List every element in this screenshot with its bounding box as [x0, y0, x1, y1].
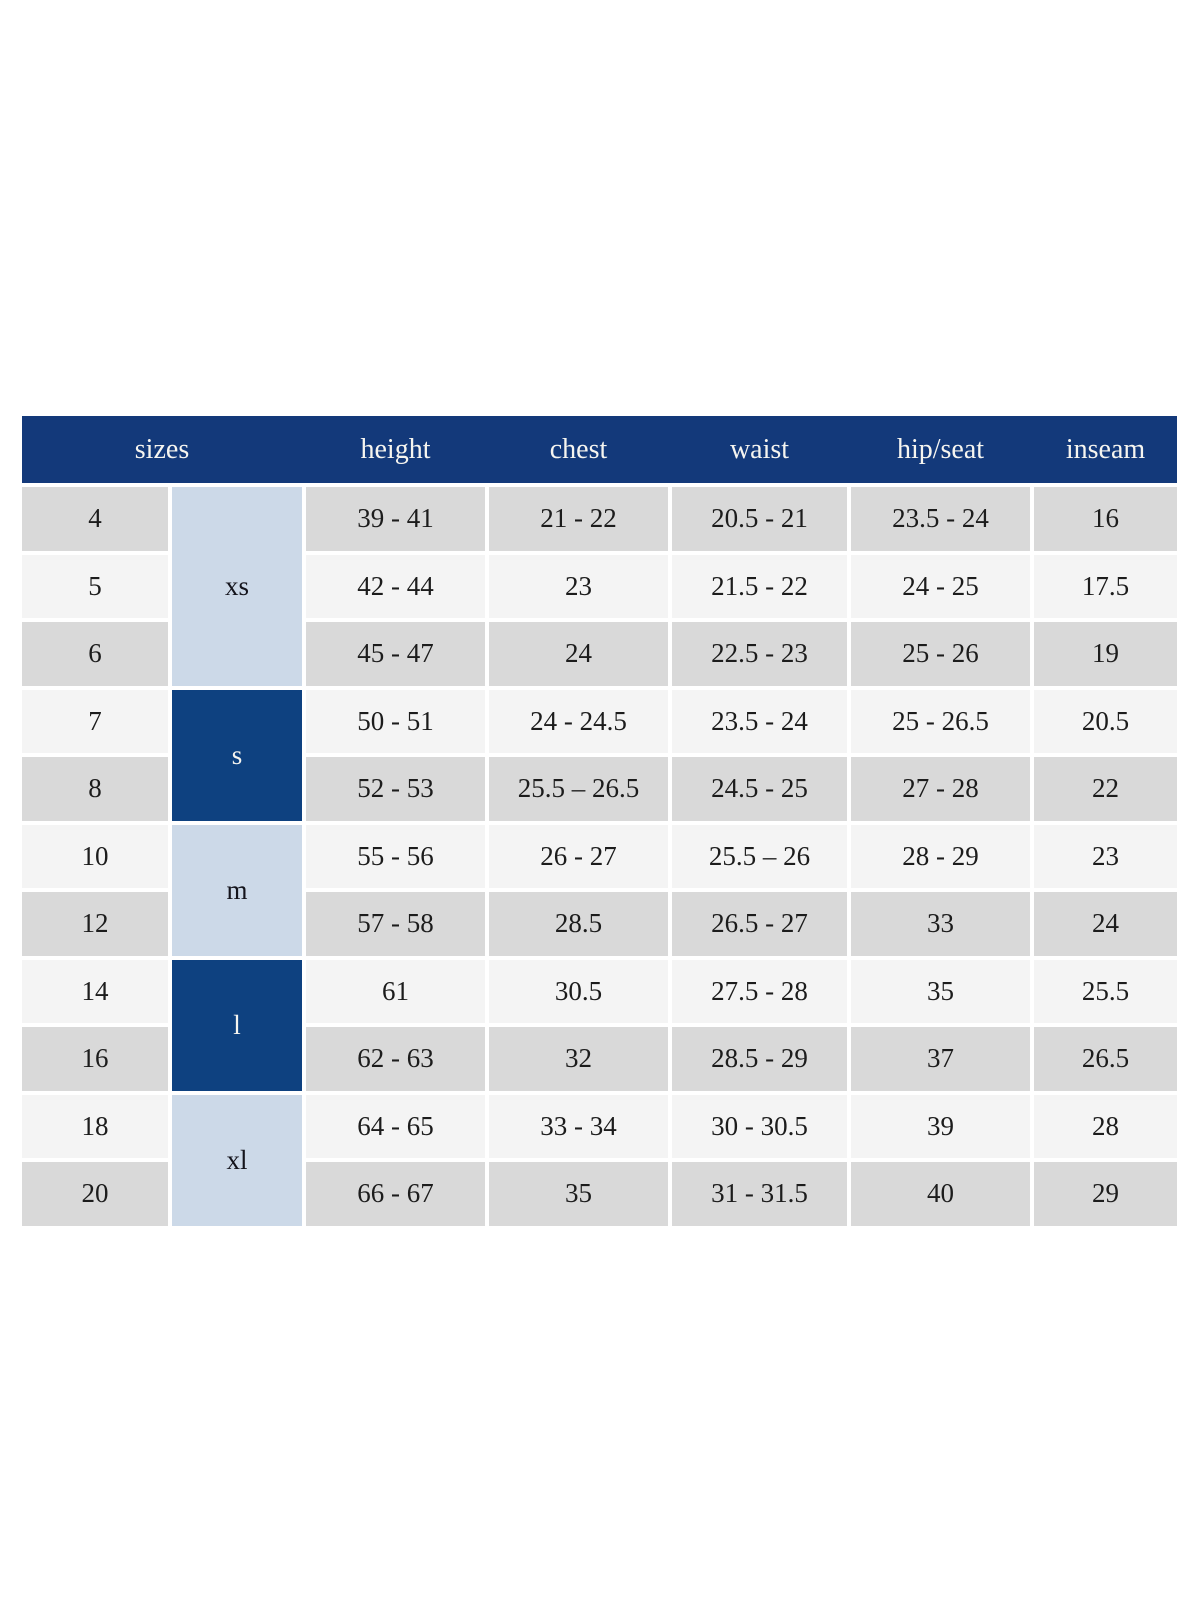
cell-hip-seat: 28 - 29	[851, 824, 1030, 888]
cell-waist: 25.5 – 26	[672, 824, 847, 888]
table-header-row: sizes height chest waist hip/seat inseam	[22, 416, 1177, 483]
cell-height: 52 - 53	[306, 757, 485, 821]
cell-waist: 28.5 - 29	[672, 1027, 847, 1091]
cell-inseam: 19	[1034, 622, 1177, 686]
cell-waist: 21.5 - 22	[672, 554, 847, 618]
cell-chest: 24	[489, 622, 668, 686]
cell-height: 45 - 47	[306, 622, 485, 686]
cell-height: 50 - 51	[306, 689, 485, 753]
cell-size: 5	[22, 554, 168, 618]
cell-inseam: 26.5	[1034, 1027, 1177, 1091]
cell-waist: 31 - 31.5	[672, 1162, 847, 1226]
cell-chest: 30.5	[489, 959, 668, 1023]
cell-size: 14	[22, 959, 168, 1023]
cell-hip-seat: 33	[851, 892, 1030, 956]
cell-inseam: 25.5	[1034, 959, 1177, 1023]
header-cell-waist: waist	[729, 433, 790, 465]
cell-hip-seat: 24 - 25	[851, 554, 1030, 618]
group-cell-s: s	[172, 689, 302, 821]
header-cell-hip-seat: hip/seat	[896, 433, 985, 465]
group-cell-l: l	[172, 959, 302, 1091]
cell-inseam: 23	[1034, 824, 1177, 888]
cell-size: 16	[22, 1027, 168, 1091]
cell-hip-seat: 40	[851, 1162, 1030, 1226]
cell-waist: 26.5 - 27	[672, 892, 847, 956]
cell-chest: 33 - 34	[489, 1094, 668, 1158]
cell-hip-seat: 25 - 26.5	[851, 689, 1030, 753]
cell-size: 20	[22, 1162, 168, 1226]
cell-height: 61	[306, 959, 485, 1023]
group-cell-xs: xs	[172, 487, 302, 686]
header-cell-height: height	[360, 433, 431, 465]
cell-hip-seat: 27 - 28	[851, 757, 1030, 821]
cell-chest: 24 - 24.5	[489, 689, 668, 753]
cell-waist: 27.5 - 28	[672, 959, 847, 1023]
cell-waist: 20.5 - 21	[672, 487, 847, 551]
cell-height: 64 - 65	[306, 1094, 485, 1158]
cell-waist: 22.5 - 23	[672, 622, 847, 686]
cell-inseam: 22	[1034, 757, 1177, 821]
cell-height: 39 - 41	[306, 487, 485, 551]
cell-height: 66 - 67	[306, 1162, 485, 1226]
group-cell-m: m	[172, 824, 302, 956]
cell-inseam: 28	[1034, 1094, 1177, 1158]
cell-chest: 21 - 22	[489, 487, 668, 551]
group-cell-xl: xl	[172, 1094, 302, 1226]
header-cell-inseam: inseam	[1065, 433, 1146, 465]
cell-chest: 23	[489, 554, 668, 618]
cell-inseam: 17.5	[1034, 554, 1177, 618]
cell-height: 57 - 58	[306, 892, 485, 956]
cell-hip-seat: 37	[851, 1027, 1030, 1091]
cell-chest: 28.5	[489, 892, 668, 956]
cell-waist: 24.5 - 25	[672, 757, 847, 821]
cell-chest: 26 - 27	[489, 824, 668, 888]
cell-inseam: 20.5	[1034, 689, 1177, 753]
cell-chest: 25.5 – 26.5	[489, 757, 668, 821]
cell-size: 4	[22, 487, 168, 551]
cell-hip-seat: 39	[851, 1094, 1030, 1158]
cell-inseam: 16	[1034, 487, 1177, 551]
table-body: 4 39 - 41 21 - 22 20.5 - 21 23.5 - 24 16 5 42 -…	[22, 487, 1177, 1226]
cell-inseam: 29	[1034, 1162, 1177, 1226]
cell-hip-seat: 25 - 26	[851, 622, 1030, 686]
cell-hip-seat: 35	[851, 959, 1030, 1023]
cell-waist: 30 - 30.5	[672, 1094, 847, 1158]
cell-height: 55 - 56	[306, 824, 485, 888]
size-chart-table: sizes height chest waist hip/seat inseam…	[22, 416, 1177, 1226]
cell-height: 62 - 63	[306, 1027, 485, 1091]
cell-chest: 32	[489, 1027, 668, 1091]
cell-waist: 23.5 - 24	[672, 689, 847, 753]
header-cell-sizes: sizes	[134, 433, 190, 465]
cell-size: 18	[22, 1094, 168, 1158]
cell-inseam: 24	[1034, 892, 1177, 956]
cell-size: 10	[22, 824, 168, 888]
cell-height: 42 - 44	[306, 554, 485, 618]
cell-size: 6	[22, 622, 168, 686]
header-cell-chest: chest	[549, 433, 608, 465]
cell-size: 12	[22, 892, 168, 956]
cell-chest: 35	[489, 1162, 668, 1226]
cell-size: 7	[22, 689, 168, 753]
cell-hip-seat: 23.5 - 24	[851, 487, 1030, 551]
cell-size: 8	[22, 757, 168, 821]
